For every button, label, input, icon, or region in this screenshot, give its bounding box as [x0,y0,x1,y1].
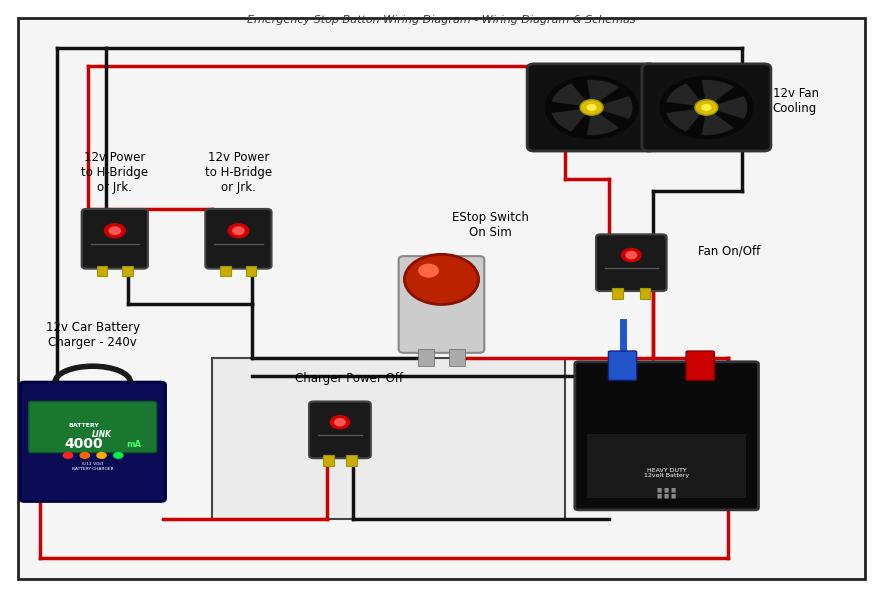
Circle shape [104,224,125,238]
FancyBboxPatch shape [575,362,758,510]
Circle shape [404,254,479,304]
Wedge shape [666,107,706,132]
Wedge shape [706,96,748,119]
Circle shape [96,452,107,459]
Circle shape [695,100,718,115]
Wedge shape [586,79,620,107]
Circle shape [109,227,120,235]
Circle shape [545,76,638,139]
Text: BATTERY: BATTERY [69,423,99,429]
FancyBboxPatch shape [221,266,231,276]
FancyBboxPatch shape [346,455,357,466]
FancyBboxPatch shape [245,266,256,276]
Wedge shape [701,107,735,136]
FancyBboxPatch shape [449,349,465,366]
Wedge shape [586,107,620,136]
FancyBboxPatch shape [418,349,434,366]
FancyBboxPatch shape [97,266,108,276]
FancyBboxPatch shape [323,455,334,466]
FancyBboxPatch shape [587,434,746,498]
Text: 4000: 4000 [64,437,103,451]
Text: Emergency Stop Button Wiring Diagram - Wiring Diagram & Schemas: Emergency Stop Button Wiring Diagram - W… [247,15,636,25]
Text: EStop Switch
On Sim: EStop Switch On Sim [451,211,529,239]
Wedge shape [701,79,735,107]
Circle shape [228,224,249,238]
Wedge shape [666,83,706,107]
FancyBboxPatch shape [527,64,656,151]
FancyBboxPatch shape [19,382,165,501]
FancyBboxPatch shape [122,266,132,276]
FancyBboxPatch shape [642,64,771,151]
FancyBboxPatch shape [596,234,667,291]
Text: 6/12 VOLT
BATTERY CHARGER: 6/12 VOLT BATTERY CHARGER [72,463,114,471]
Circle shape [419,264,439,278]
Circle shape [626,251,637,259]
Circle shape [63,452,73,459]
Text: 12v Fan
Cooling: 12v Fan Cooling [773,88,819,115]
Text: 12v Power
to H-Bridge
or Jrk.: 12v Power to H-Bridge or Jrk. [205,151,272,194]
Text: mA: mA [126,439,141,448]
FancyBboxPatch shape [81,209,147,269]
Text: Fan On/Off: Fan On/Off [698,244,759,257]
FancyBboxPatch shape [28,401,157,453]
Wedge shape [551,83,592,107]
FancyBboxPatch shape [205,209,272,269]
FancyBboxPatch shape [608,351,637,380]
Text: HEAVY DUTY
12volt Battery: HEAVY DUTY 12volt Battery [644,467,690,478]
Circle shape [622,248,641,261]
FancyBboxPatch shape [639,288,650,298]
Circle shape [233,227,244,235]
Circle shape [113,452,124,459]
FancyBboxPatch shape [686,351,714,380]
Circle shape [335,418,345,426]
Circle shape [586,104,597,111]
Circle shape [701,104,712,111]
Text: 12v Power
to H-Bridge
or Jrk.: 12v Power to H-Bridge or Jrk. [81,151,148,194]
Circle shape [79,452,90,459]
Text: 12v Car Battery
Charger - 240v: 12v Car Battery Charger - 240v [46,321,140,349]
Wedge shape [551,107,592,132]
FancyBboxPatch shape [399,256,484,353]
Text: LINK: LINK [92,430,111,439]
Text: Charger Power Off: Charger Power Off [295,372,403,385]
Circle shape [660,76,753,139]
Circle shape [330,416,350,429]
FancyBboxPatch shape [309,401,371,458]
Wedge shape [592,96,633,119]
FancyBboxPatch shape [613,288,623,298]
FancyBboxPatch shape [18,18,865,579]
Text: ■ ■ ■
■ ■ ■: ■ ■ ■ ■ ■ ■ [657,488,676,498]
Circle shape [580,100,603,115]
FancyBboxPatch shape [212,358,565,519]
